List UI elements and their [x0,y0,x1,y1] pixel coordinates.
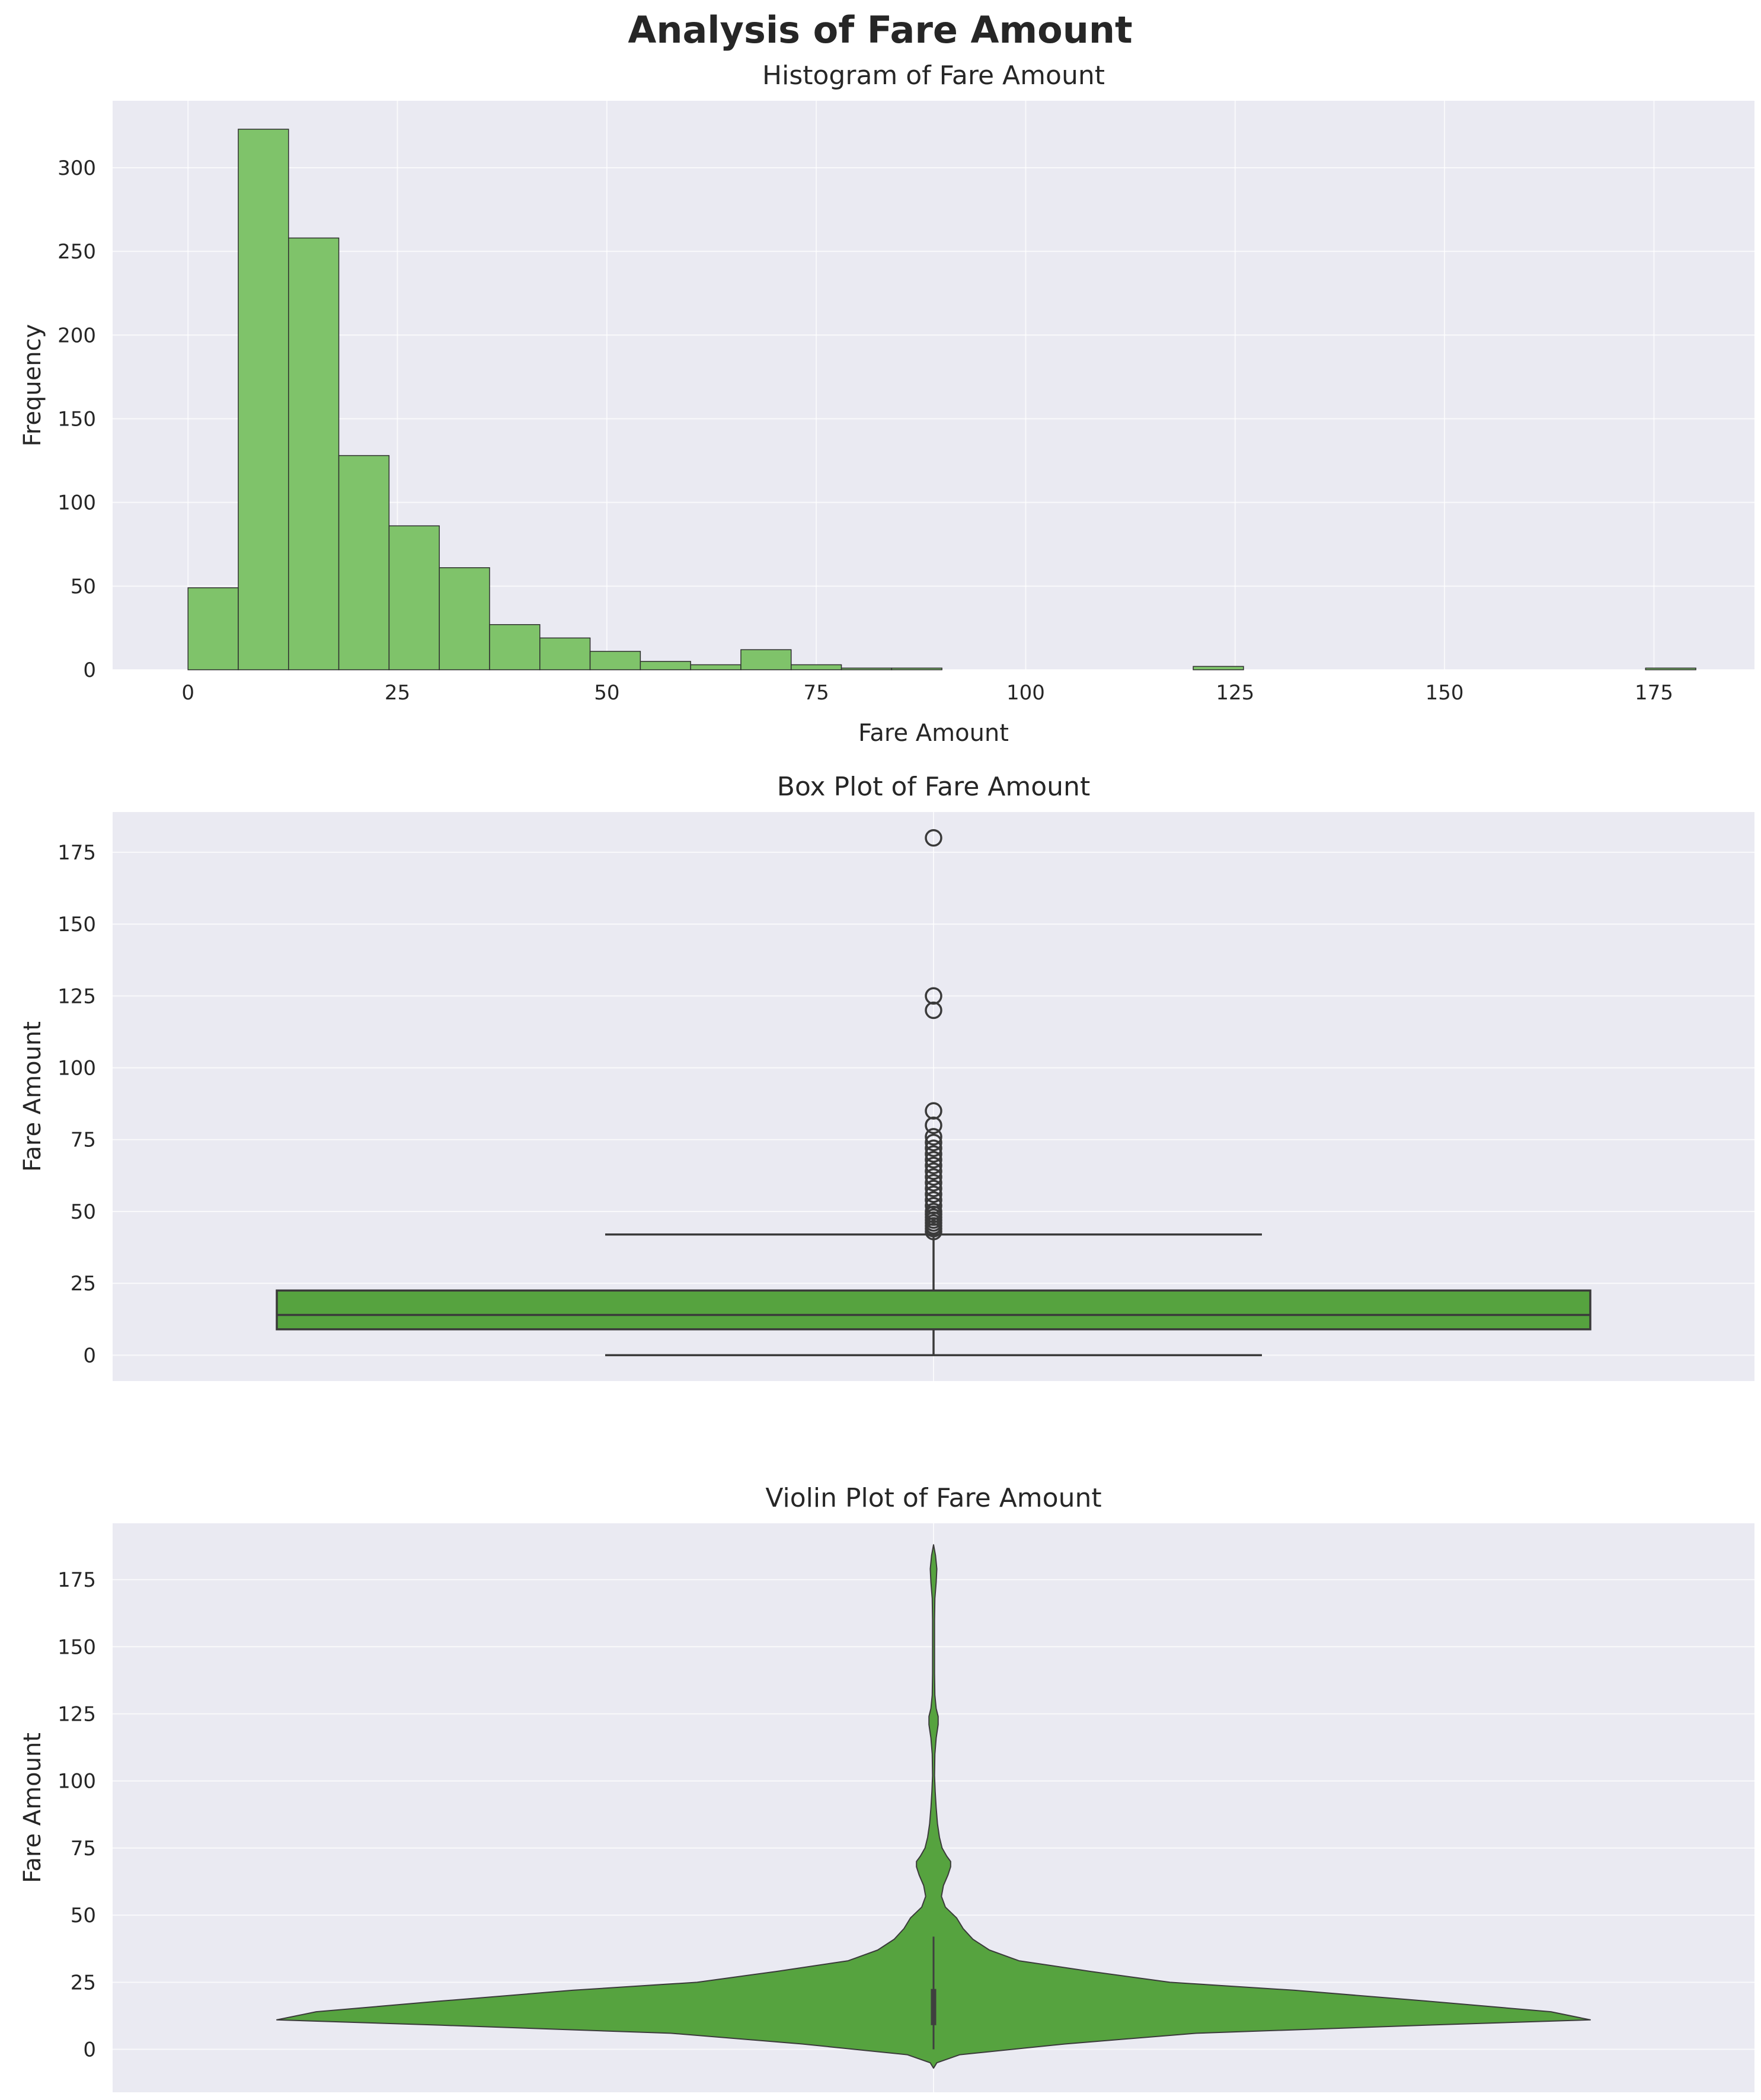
histogram-bar [790,664,842,670]
boxplot-y-tick-label: 75 [71,1129,96,1152]
boxplot-y-tick-label: 0 [83,1344,96,1367]
boxplot-outlier-point [925,1168,942,1186]
histogram-y-tick-label: 300 [57,156,96,180]
boxplot-outlier-point [925,1174,942,1192]
boxplot-outlier-point [925,1133,942,1152]
boxplot-box [276,1289,1591,1331]
histogram-bar [690,664,742,670]
histogram-x-tick-label: 25 [385,681,410,705]
histogram-y-tick-label: 200 [57,324,96,347]
histogram-bar [489,624,541,670]
violin-panel: 0 25 50 75 100 125 150 175 Violin Plot of Fare … [19,1483,1754,2092]
histogram-bar [238,129,289,670]
histogram-bar [1645,667,1696,670]
boxplot-outlier-point [925,1001,942,1019]
violin-title: Violin Plot of Fare Amount [765,1483,1101,1513]
histogram-x-tick-label: 175 [1635,681,1673,705]
histogram-y-axis-label: Frequency [19,324,46,447]
boxplot-outlier-point [925,1156,942,1175]
violin-y-tick-label: 75 [71,1837,96,1861]
boxplot-outlier-point [925,1116,942,1134]
violin-y-tick-label: 125 [57,1703,96,1727]
violin-y-tick-label: 150 [57,1635,96,1659]
violin-ticks: 0 25 50 75 100 125 150 175 [57,1568,96,2061]
boxplot-y-tick-label: 25 [71,1272,96,1296]
boxplot-marks [276,829,1591,1357]
histogram-x-axis-label: Fare Amount [858,720,1009,747]
histogram-bar [388,525,440,670]
histogram-bar [740,649,792,670]
histogram-x-tick-label: 150 [1426,681,1464,705]
histogram-bar [1193,666,1244,670]
boxplot-outlier-point [925,987,942,1005]
boxplot-y-tick-label: 100 [57,1057,96,1081]
histogram-bar [840,667,893,670]
boxplot-title: Box Plot of Fare Amount [777,772,1090,802]
histogram-bar [539,637,591,670]
boxplot-outlier-point [925,1139,942,1158]
violin-y-tick-label: 175 [57,1568,96,1592]
histogram-y-tick-label: 150 [57,407,96,431]
violin-y-tick-label: 50 [71,1904,96,1928]
histogram-x-tick-label: 125 [1216,681,1254,705]
violin-body [276,1544,1591,2069]
boxplot-outlier-point [925,1191,942,1209]
histogram-y-tick-label: 0 [83,659,96,682]
histogram-x-tick-label: 75 [804,681,829,705]
boxplot-panel: 0 25 50 75 100 125 150 175 Box Plot of Fare Amo… [19,772,1754,1381]
boxplot-outlier-point [925,1102,942,1120]
boxplot-ticks: 0 25 50 75 100 125 150 175 [57,841,96,1367]
boxplot-outlier-point [925,1150,942,1169]
violin-y-tick-label: 100 [57,1770,96,1794]
boxplot-outlier-point [925,1128,942,1146]
violin-y-tick-label: 25 [71,1971,96,1994]
boxplot-y-axis-label: Fare Amount [19,1021,46,1172]
histogram-bar [589,651,641,670]
histogram-x-tick-label: 0 [181,681,194,705]
histogram-panel: 0 25 50 75 100 125 150 175 0 50 100 150 200 250 300 Hi… [19,60,1754,747]
violin-marks [276,1544,1591,2069]
figure-title: Analysis of Fare Amount [628,8,1132,52]
boxplot-outlier-point [925,1162,942,1180]
histogram-bar [640,661,691,670]
histogram-y-tick-label: 100 [57,491,96,515]
boxplot-outlier-point [925,829,942,847]
boxplot-outlier-point [925,1145,942,1163]
boxplot-outlier-point [925,1180,942,1197]
histogram-bars [187,129,1696,670]
boxplot-outlier-point [925,1203,942,1220]
boxplot-outlier-point [925,1197,942,1214]
histogram-title: Histogram of Fare Amount [762,60,1105,91]
boxplot-outlier-point [925,1185,942,1203]
violin-y-tick-label: 0 [83,2038,96,2062]
boxplot-y-tick-label: 150 [57,913,96,936]
histogram-y-tick-label: 50 [71,575,96,599]
histogram-bar [891,667,942,670]
violin-y-axis-label: Fare Amount [19,1733,46,1883]
histogram-bar [338,455,390,670]
histogram-ticks: 0 25 50 75 100 125 150 175 0 50 100 150 200 250 300 [57,156,1673,705]
histogram-bar [439,567,490,670]
histogram-x-tick-label: 50 [594,681,619,705]
histogram-bar [288,237,340,670]
histogram-bar [187,587,239,670]
boxplot-y-tick-label: 175 [57,841,96,865]
boxplot-y-tick-label: 125 [57,985,96,1008]
boxplot-y-tick-label: 50 [71,1200,96,1224]
histogram-x-tick-label: 100 [1006,681,1045,705]
histogram-y-tick-label: 250 [57,240,96,264]
